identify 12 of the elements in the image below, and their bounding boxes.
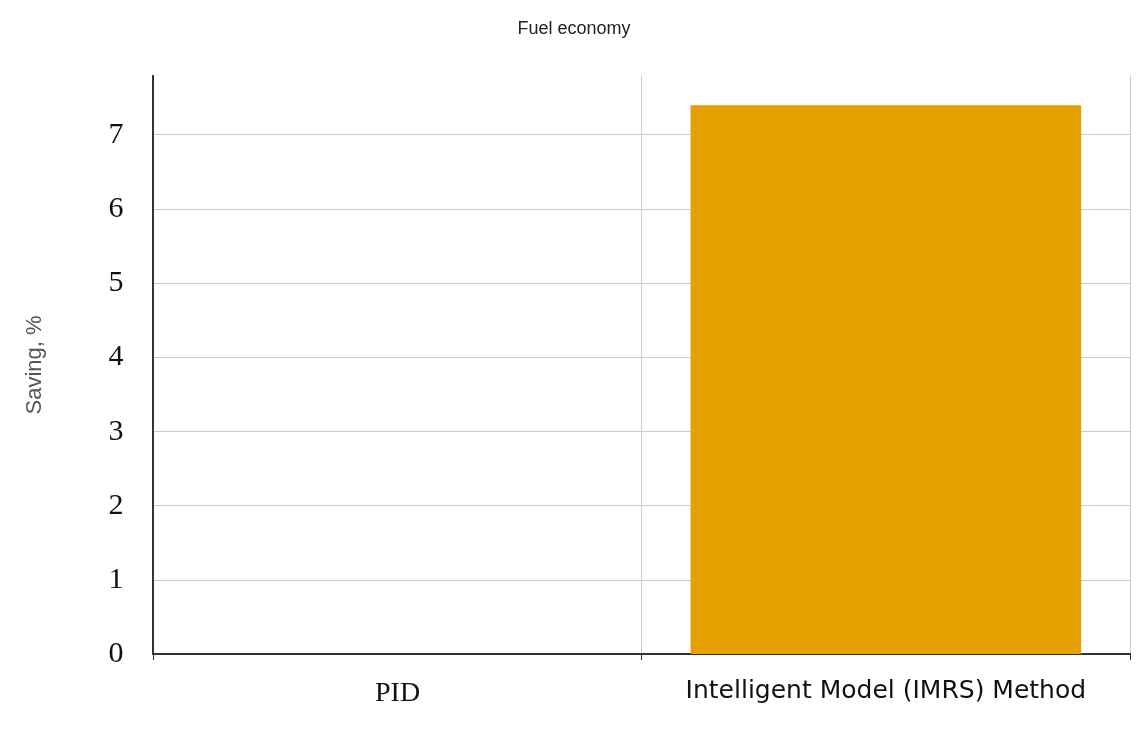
y-tick-label: 5	[108, 264, 124, 298]
x-tick-label: Intelligent Model (IMRS) Method	[685, 674, 1087, 704]
y-tick-label: 1	[108, 561, 124, 595]
chart-title: Fuel economy	[517, 17, 631, 38]
y-tick-label: 4	[108, 338, 124, 372]
y-axis-title: Saving, %	[21, 315, 47, 415]
y-tick-label: 3	[108, 412, 124, 446]
y-tick-label: 0	[108, 635, 124, 669]
y-tick-label: 6	[108, 190, 124, 224]
y-tick-label: 7	[108, 115, 124, 149]
y-tick-label: 2	[108, 486, 124, 520]
x-tick-label: PID	[374, 675, 421, 707]
